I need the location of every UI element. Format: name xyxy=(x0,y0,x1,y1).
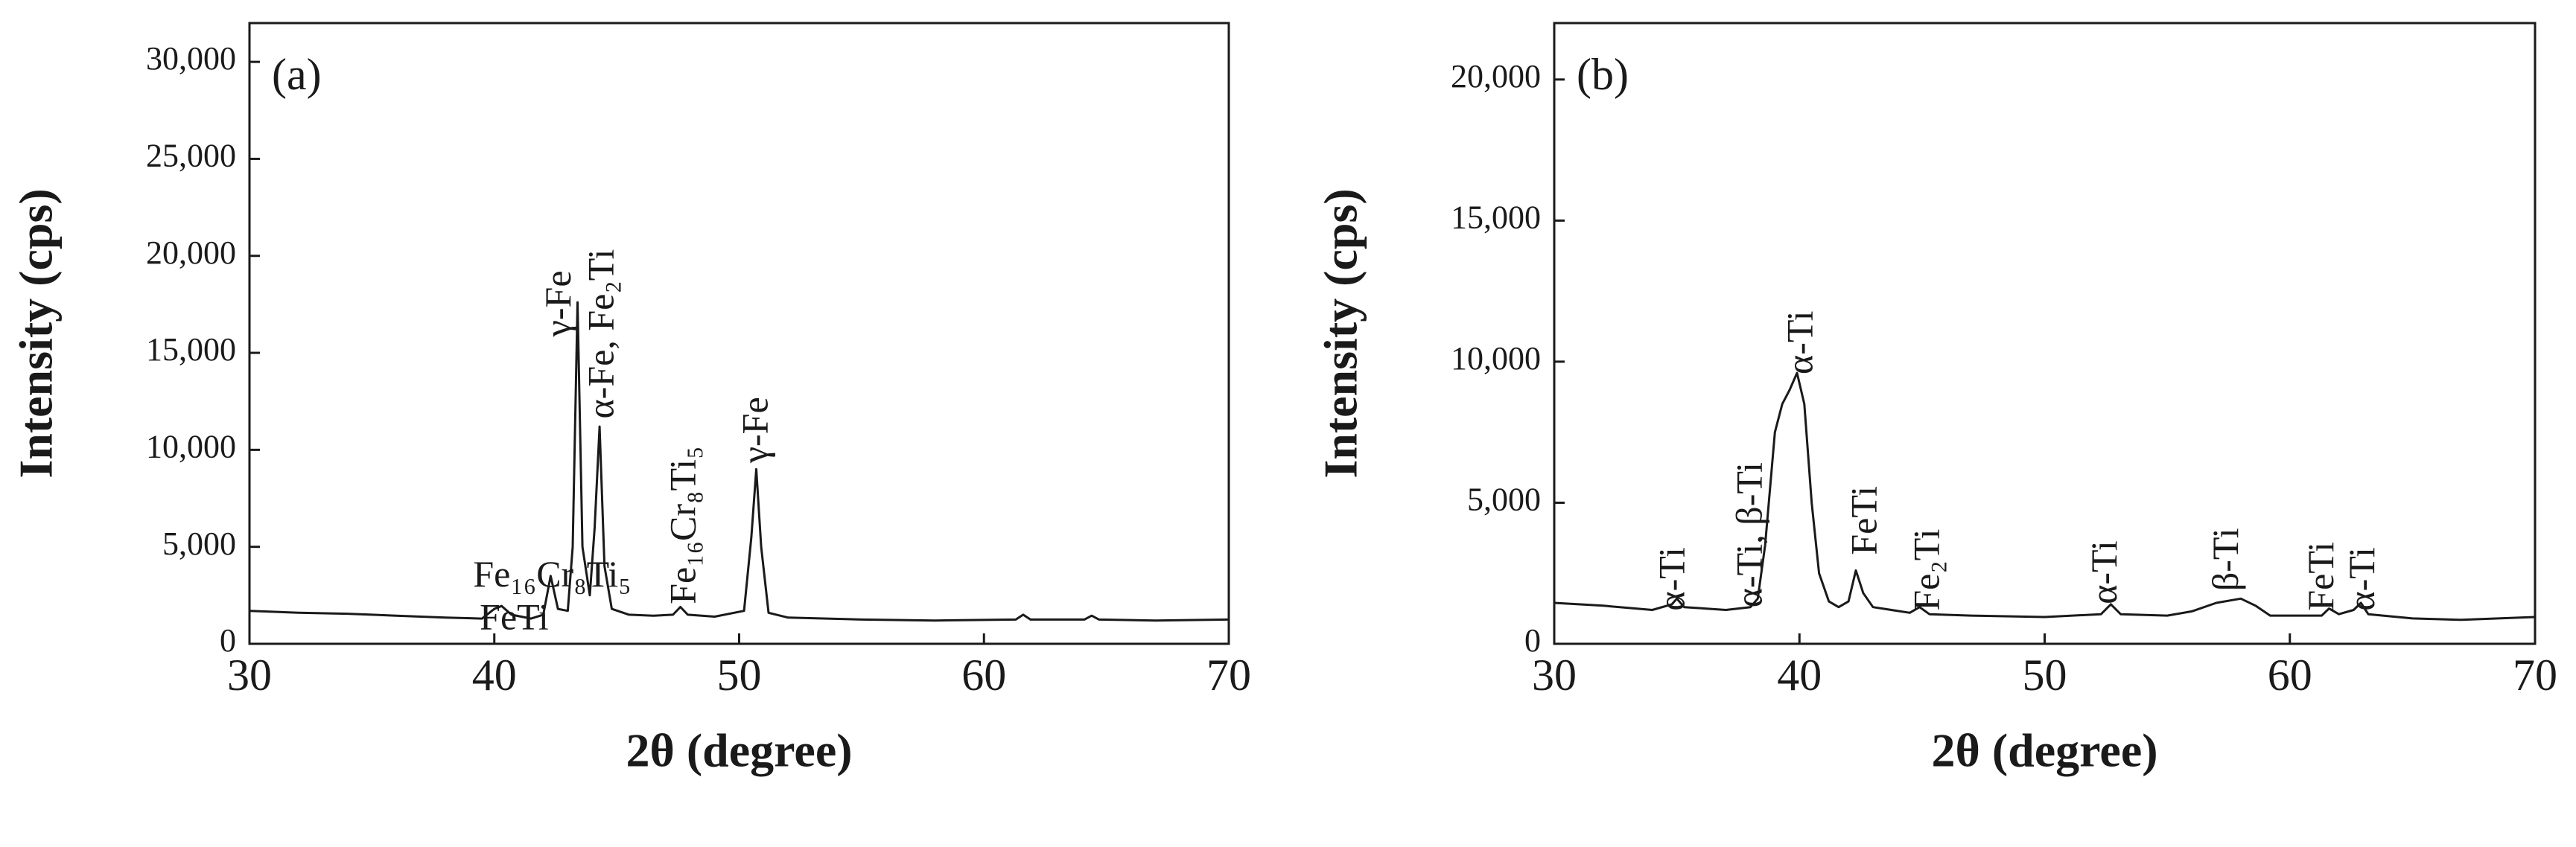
x-axis-title: 2θ (degree) xyxy=(626,724,852,777)
y-tick-label: 15,000 xyxy=(146,331,236,368)
peak-label: α-Ti xyxy=(1651,547,1693,611)
y-tick-label: 25,000 xyxy=(146,138,236,174)
peak-label: FeTi xyxy=(2300,542,2341,611)
x-tick-label: 60 xyxy=(961,651,1006,700)
peak-label: γ-Fe xyxy=(537,270,579,337)
x-tick-label: 30 xyxy=(227,651,272,700)
xrd-line xyxy=(1553,371,2536,621)
x-tick-label: 40 xyxy=(1777,651,1822,700)
x-tick-label: 50 xyxy=(2023,651,2067,700)
y-tick-label: 10,000 xyxy=(1451,340,1541,377)
y-tick-label: 20,000 xyxy=(1451,58,1541,95)
y-tick-label: 5,000 xyxy=(162,525,236,562)
y-tick-label: 10,000 xyxy=(146,428,236,464)
y-tick-label: 0 xyxy=(1524,622,1541,659)
peak-label: FeTi xyxy=(1843,486,1885,555)
plot-frame xyxy=(1553,22,2537,645)
y-tick-label: 0 xyxy=(220,622,236,659)
peak-label: Fe₁₆Cr₈Ti₅ xyxy=(662,446,704,604)
peak-label: α-Ti xyxy=(1779,310,1821,374)
x-tick-label: 40 xyxy=(472,651,517,700)
y-axis-title: Intensity (cps) xyxy=(1314,188,1367,478)
y-tick-label: 20,000 xyxy=(146,234,236,271)
peak-label: FeTi xyxy=(480,595,549,637)
x-tick-label: 70 xyxy=(1206,651,1251,700)
x-tick-label: 30 xyxy=(1532,651,1577,700)
x-axis-title: 2θ (degree) xyxy=(1931,724,2157,777)
x-tick-label: 50 xyxy=(717,651,762,700)
y-tick-label: 30,000 xyxy=(146,40,236,77)
peak-label: α-Fe, Fe₂Ti xyxy=(579,249,621,419)
x-tick-label: 60 xyxy=(2268,651,2312,700)
plot-frame xyxy=(248,22,1230,645)
panel-label: (a) xyxy=(272,50,322,99)
panel-label: (b) xyxy=(1577,50,1629,99)
xrd-line xyxy=(249,301,1230,622)
peak-label: α-Ti xyxy=(2083,540,2125,604)
x-tick-label: 70 xyxy=(2513,651,2557,700)
peak-label: α-Ti, β-Ti xyxy=(1728,462,1769,607)
peak-label: Fe₂Ti xyxy=(1906,529,1947,611)
y-axis-title: Intensity (cps) xyxy=(10,188,63,478)
y-tick-label: 15,000 xyxy=(1451,199,1541,235)
peak-label: β-Ti xyxy=(2204,528,2246,591)
peak-label: Fe₁₆Cr₈Ti₅ xyxy=(473,553,631,595)
peak-label: γ-Fe xyxy=(734,397,776,464)
peak-label: α-Ti xyxy=(2341,547,2382,611)
y-tick-label: 5,000 xyxy=(1467,482,1541,518)
